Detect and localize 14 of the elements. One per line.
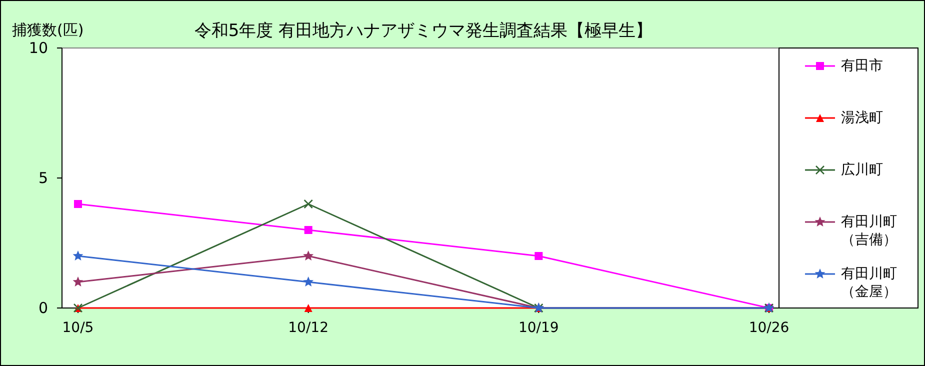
- y-tick-label: 5: [38, 169, 48, 187]
- legend-label: 有田川町（吉備）: [841, 213, 898, 249]
- y-axis-title: 捕獲数(匹): [12, 21, 84, 39]
- legend-label: 湯浅町: [841, 109, 884, 127]
- legend-label: 広川町: [841, 161, 884, 179]
- x-tick-label: 10/5: [62, 320, 94, 336]
- x-tick-label: 10/12: [288, 320, 329, 336]
- legend-label: 有田市: [841, 57, 884, 75]
- chart-title: 令和5年度 有田地方ハナアザミウマ発生調査結果【極早生】: [194, 21, 653, 41]
- y-tick-label: 0: [38, 299, 48, 317]
- y-tick-label: 10: [28, 39, 48, 57]
- x-tick-label: 10/19: [518, 320, 559, 336]
- x-tick-label: 10/26: [748, 320, 790, 336]
- legend-label: 有田川町（金屋）: [841, 265, 898, 301]
